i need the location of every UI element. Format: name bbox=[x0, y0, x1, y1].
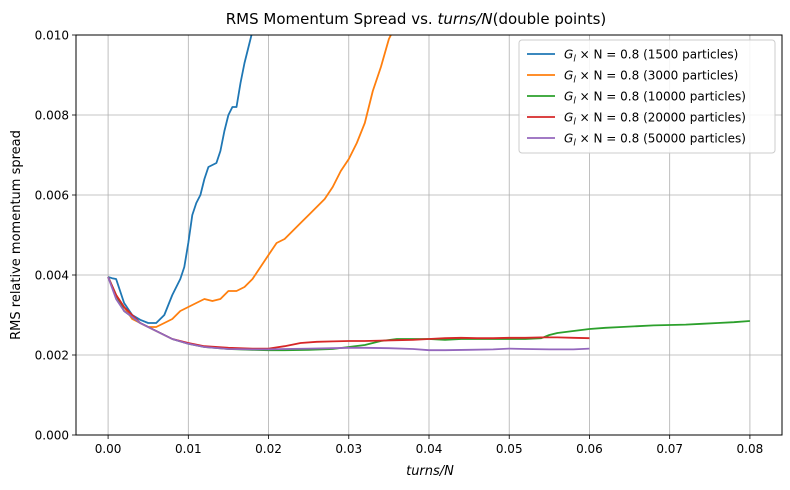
x-tick-label: 0.04 bbox=[416, 442, 443, 456]
x-tick-label: 0.05 bbox=[496, 442, 523, 456]
y-tick-label: 0.004 bbox=[35, 269, 69, 283]
chart-title-prefix: RMS Momentum Spread vs. bbox=[226, 10, 438, 28]
series-line-2 bbox=[107, 35, 392, 328]
legend-box bbox=[518, 39, 776, 154]
chart-title: RMS Momentum Spread vs. turns/N(double p… bbox=[226, 10, 607, 28]
y-tick-label: 0.010 bbox=[35, 29, 69, 43]
y-tick-label: 0.000 bbox=[35, 429, 69, 443]
x-tick-label: 0.03 bbox=[335, 442, 362, 456]
legend-label: Gl × N = 0.8 (10000 particles) bbox=[564, 90, 746, 107]
series-lines bbox=[107, 35, 750, 352]
x-tick-label: 0.01 bbox=[175, 442, 202, 456]
y-tick-label: 0.002 bbox=[35, 349, 69, 363]
x-tick-label: 0.02 bbox=[255, 442, 282, 456]
axis-ticks: 0.00 0.01 0.02 0.03 0.04 0.05 0.06 0.07 0.08 0.00… bbox=[35, 29, 764, 457]
series-line-1 bbox=[107, 35, 253, 324]
legend-label: Gl × N = 0.8 (3000 particles) bbox=[564, 69, 738, 86]
legend: Gl × N = 0.8 (1500 particles) Gl × N = 0.… bbox=[518, 39, 776, 154]
x-tick-label: 0.06 bbox=[576, 442, 603, 456]
y-tick-label: 0.006 bbox=[35, 189, 69, 203]
x-axis-label: turns/N bbox=[406, 464, 454, 479]
series-line-5 bbox=[107, 276, 590, 352]
x-tick-label: 0.08 bbox=[737, 442, 764, 456]
x-tick-label: 0.07 bbox=[656, 442, 683, 456]
legend-label: Gl × N = 0.8 (1500 particles) bbox=[564, 48, 738, 65]
legend-label: Gl × N = 0.8 (20000 particles) bbox=[564, 111, 746, 128]
x-tick-label: 0.00 bbox=[95, 442, 122, 456]
chart-title-italic: turns/N bbox=[437, 10, 492, 28]
legend-label: Gl × N = 0.8 (50000 particles) bbox=[564, 132, 746, 149]
y-axis-label: RMS relative momentum spread bbox=[9, 130, 24, 340]
y-tick-label: 0.008 bbox=[35, 109, 69, 123]
chart-title-suffix: (double points) bbox=[493, 10, 607, 28]
